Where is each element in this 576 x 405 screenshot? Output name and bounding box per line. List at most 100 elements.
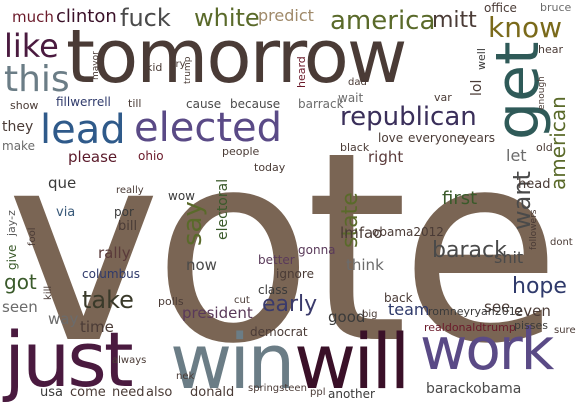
word-wait: wait	[338, 91, 364, 105]
word-lead: lead	[40, 107, 126, 153]
word-via: via	[56, 205, 76, 220]
word-will: will	[294, 317, 411, 405]
word-win: win	[170, 317, 295, 405]
word-fillwerrell: fillwerrell	[56, 95, 111, 109]
word-hope: hope	[512, 274, 567, 299]
word-bill: bill	[118, 219, 138, 234]
word-bruce: bruce	[540, 1, 572, 14]
word-lmfao: lmfao	[340, 224, 383, 242]
word-years: years	[462, 131, 496, 145]
word-ppl: ppl	[310, 387, 326, 398]
word-know: know	[488, 11, 562, 44]
word-dont: dont	[550, 237, 573, 248]
word-obama2012: obama2012	[372, 225, 444, 239]
word-till: till	[128, 97, 142, 110]
word-usa: usa	[40, 385, 63, 400]
word-por: por	[114, 205, 134, 219]
word-good: good	[328, 308, 366, 326]
word-cry: cry	[170, 59, 186, 70]
word-work: work	[420, 315, 554, 383]
word-fuck: fuck	[120, 4, 171, 32]
word-barackobama: barackobama	[426, 381, 522, 397]
word-got: got	[4, 270, 37, 294]
word-see: see	[484, 298, 511, 316]
word-romneyryan2012: romneyryan2012	[428, 305, 523, 318]
word-give: give	[5, 244, 19, 270]
word-team: team	[388, 300, 430, 319]
word-first: first	[442, 188, 478, 209]
word-let: let	[506, 146, 527, 165]
word-realdonaldtrump: realdonaldtrump	[424, 321, 516, 334]
word-pisses: pisses	[514, 319, 548, 332]
word-springsteen: springsteen	[248, 383, 307, 394]
word-vote: vote	[6, 96, 561, 401]
word-hear: hear	[538, 43, 564, 56]
word-love: love	[378, 131, 404, 145]
word-electoral: electoral	[215, 178, 231, 240]
word-que: que	[48, 174, 77, 192]
word-kid: kid	[146, 61, 163, 74]
word-cut: cut	[234, 295, 250, 306]
word-wow: wow	[168, 189, 195, 203]
word-sure: sure	[554, 325, 576, 336]
word-think: think	[346, 256, 384, 274]
word-dad: dad	[348, 77, 367, 88]
word-ohio: ohio	[138, 149, 164, 163]
word-office: office	[484, 1, 517, 15]
word-now: now	[186, 256, 217, 274]
word-shit: shit	[494, 248, 524, 267]
word-trump: trump	[183, 56, 193, 84]
word-predict: predict	[258, 6, 314, 25]
word-another: another	[328, 387, 375, 401]
word-also: also	[146, 385, 173, 400]
word-elected: elected	[134, 105, 283, 151]
word-time: time	[80, 318, 114, 336]
word-nek: nek	[176, 371, 195, 382]
word-just: just	[4, 315, 134, 404]
word-black: black	[340, 141, 370, 154]
word-everyone: everyone	[408, 131, 465, 145]
word-say: say	[178, 201, 208, 246]
word-head: head	[518, 177, 551, 192]
word-old: old	[536, 141, 553, 154]
word-donald: donald	[190, 385, 235, 400]
word-kill: kill	[43, 285, 54, 300]
word-show: show	[10, 99, 39, 112]
word-democrat: democrat	[250, 325, 308, 339]
word-please: please	[68, 148, 118, 166]
word-better: better	[258, 253, 295, 267]
word-class: class	[258, 283, 288, 297]
word-right: right	[368, 148, 404, 166]
word-columbus: columbus	[82, 267, 141, 281]
word-way: way	[48, 310, 79, 328]
word-seen: seen	[2, 298, 38, 316]
word-white: white	[194, 4, 260, 32]
word-barack: barack	[432, 238, 507, 263]
word-take: take	[82, 286, 134, 314]
word-much: much	[12, 8, 54, 26]
word-today: today	[254, 161, 286, 174]
word-republican: republican	[340, 102, 477, 132]
word-mayor: mayor	[91, 51, 101, 80]
word-america: america	[330, 6, 436, 36]
word-lol: lol	[469, 79, 485, 96]
word-even: even	[514, 302, 551, 320]
word-rally: rally	[98, 244, 131, 262]
word-polls: polls	[158, 295, 184, 308]
word-fool: fool	[27, 227, 38, 246]
word-cause: cause	[186, 97, 222, 111]
word-make: make	[2, 139, 35, 153]
word-big: big	[362, 309, 378, 320]
word-well: well	[475, 48, 488, 70]
word-clinton: clinton	[56, 6, 117, 27]
word-followers: followers	[529, 209, 539, 250]
word-early: early	[262, 292, 318, 317]
word-like: like	[4, 27, 59, 65]
word-gonna: gonna	[298, 243, 336, 257]
word-var: var	[434, 91, 452, 104]
word-because: because	[230, 97, 281, 111]
word-president: president	[182, 304, 253, 322]
word-tomorrow: tomorrow	[66, 14, 407, 100]
word-come: come	[70, 385, 106, 400]
